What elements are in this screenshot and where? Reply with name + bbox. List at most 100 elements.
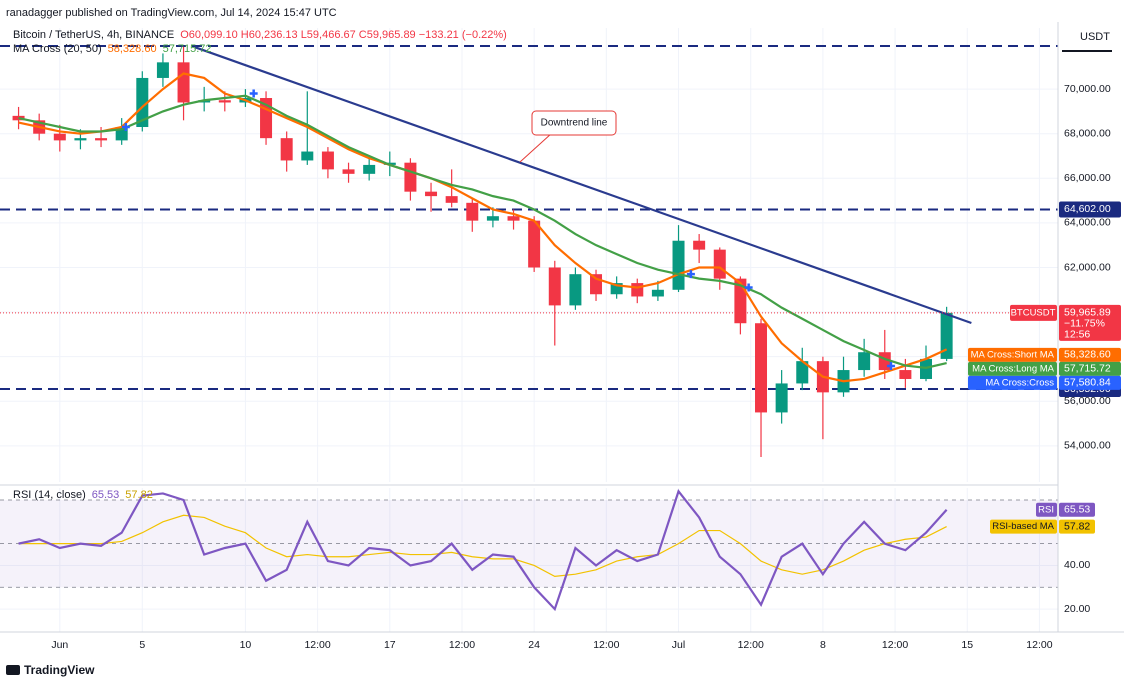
publisher-note: ranadagger published on TradingView.com,…	[6, 7, 337, 19]
candle-body	[548, 267, 561, 306]
legend-symbol: Bitcoin / TetherUS, 4h, BINANCE O60,099.1…	[13, 29, 507, 41]
rsi-value-tag	[1059, 519, 1095, 534]
cross-marker	[121, 123, 130, 132]
rsi-name: RSI-based MA	[992, 521, 1054, 532]
y-tick-label: 64,000.00	[1064, 217, 1111, 229]
footer-brand: TradingView	[24, 663, 95, 677]
y-tick-label: 54,000.00	[1064, 440, 1111, 452]
x-tick-label: 15	[961, 639, 973, 651]
candle-body	[610, 283, 623, 295]
candle-body	[363, 164, 376, 174]
rsi-title: RSI (14, close)	[13, 489, 86, 501]
cross-marker	[886, 362, 895, 371]
candle-body	[569, 274, 582, 306]
y-tick-label: 62,000.00	[1064, 261, 1111, 273]
ma-short-value: 58,328.60	[108, 43, 157, 55]
candle-body	[796, 361, 809, 384]
price-pane: Downtrend line	[0, 45, 1058, 458]
candle-body	[672, 240, 685, 290]
candle-body	[920, 358, 933, 379]
x-tick-label: 12:00	[304, 639, 330, 651]
callout-line	[519, 132, 553, 163]
rsi-ma-value: 57.82	[125, 489, 153, 501]
rsi-pane	[0, 488, 1058, 612]
candle-body	[156, 62, 169, 78]
y-tick-label: 70,000.00	[1064, 83, 1111, 95]
candle-body	[404, 162, 417, 192]
cross-marker	[249, 89, 258, 98]
candle-body	[755, 323, 768, 413]
y-tick-label: 20.00	[1064, 603, 1090, 615]
rsi-ma-line	[18, 514, 947, 577]
candle-body	[95, 138, 108, 141]
price-tag	[1059, 304, 1121, 341]
candle-body	[342, 169, 355, 174]
axes: Jun 5 10 12:00 17 12:00 24 12:00 Jul 12:00 8 12:00 1…	[51, 83, 1121, 651]
x-tick-label: 5	[139, 639, 145, 651]
ma-long-value: 57,715.72	[163, 43, 212, 55]
ma-indicator: MA Cross (20, 50)	[13, 43, 102, 55]
candle-body	[425, 191, 438, 197]
candle-body	[321, 151, 334, 170]
candle-body	[528, 220, 541, 268]
x-tick-label: 12:00	[738, 639, 764, 651]
bar-countdown: 12:56	[1064, 329, 1090, 341]
rsi-value-label: 65.53	[1064, 504, 1090, 516]
candle-body	[74, 138, 87, 141]
ma-value-tag	[1059, 361, 1121, 376]
candle-body	[631, 283, 644, 297]
candle-body	[899, 370, 912, 379]
trend-line	[194, 46, 972, 325]
symbol-label: BTCUSDT	[1011, 307, 1056, 318]
x-tick-label: 12:00	[882, 639, 908, 651]
ma-line	[18, 72, 948, 383]
ma-name: MA Cross:Long MA	[972, 363, 1054, 374]
ma-name: MA Cross:Short MA	[971, 349, 1055, 360]
candle-body	[693, 240, 706, 250]
legend-rsi: RSI (14, close) 65.53 57.82	[13, 489, 153, 501]
candle-body	[507, 216, 520, 221]
x-tick-label: 17	[384, 639, 396, 651]
rsi-value: 65.53	[92, 489, 120, 501]
x-tick-label: 24	[528, 639, 540, 651]
cross-marker	[744, 283, 753, 292]
x-tick-label: Jun	[51, 639, 68, 651]
level-label: 64,602.00	[1064, 203, 1111, 215]
rsi-value-tag	[1059, 502, 1095, 517]
ma-name: MA Cross:Cross	[985, 377, 1054, 388]
rsi-name: RSI	[1038, 504, 1054, 515]
candle-body	[651, 289, 664, 297]
candle-body	[301, 151, 314, 161]
x-tick-label: 12:00	[1026, 639, 1052, 651]
candle-body	[466, 202, 479, 221]
x-tick-label: 12:00	[449, 639, 475, 651]
trendline-label: Downtrend line	[541, 118, 608, 129]
candle-body	[940, 312, 953, 359]
rsi-name-tag	[990, 519, 1057, 534]
ma-name-tag	[968, 375, 1057, 390]
ma-value-tag	[1059, 347, 1121, 362]
last-price: 59,965.89	[1064, 307, 1111, 319]
rsi-name-tag	[1036, 502, 1057, 517]
legend-ma: MA Cross (20, 50) 58,328.60 57,715.72	[13, 43, 212, 55]
ma-value-tag	[1059, 375, 1121, 390]
candle-body	[53, 133, 66, 141]
logo-mark	[6, 665, 20, 675]
candle-body	[177, 62, 190, 103]
ohlc-values: O60,099.10 H60,236.13 L59,466.67 C59,965…	[180, 29, 507, 41]
ma-line	[18, 94, 947, 369]
ma-name-tag	[968, 347, 1057, 362]
y-tick-label: 56,000.00	[1064, 395, 1111, 407]
y-tick-label: 68,000.00	[1064, 127, 1111, 139]
footer-logo: TradingView	[6, 663, 95, 677]
candle-body	[590, 274, 603, 295]
y-tick-label: 66,000.00	[1064, 172, 1111, 184]
ma-value: 57,715.72	[1064, 363, 1111, 375]
candle-body	[486, 216, 499, 221]
candle-body	[218, 100, 231, 103]
rsi-grid	[0, 488, 1058, 632]
candle-body	[445, 196, 458, 203]
currency-label: USDT	[1080, 31, 1110, 43]
ma-name-tag	[968, 361, 1057, 376]
